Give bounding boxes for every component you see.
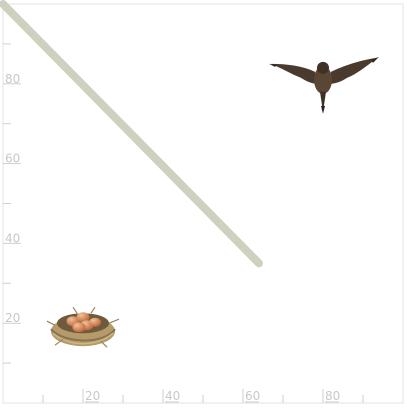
- y-tick-label: 80: [5, 72, 20, 86]
- y-tick-label: 40: [5, 231, 20, 245]
- bird-icon: [269, 56, 379, 114]
- series-layer: [0, 0, 263, 268]
- x-tick-label: 40: [165, 389, 180, 403]
- x-axis: 20 40 60 80: [42, 389, 364, 403]
- x-tick-label: 60: [245, 389, 260, 403]
- nest-with-eggs-icon: [46, 306, 120, 348]
- x-tick-label: 20: [85, 389, 100, 403]
- series-line: [0, 0, 263, 268]
- x-tick-label: 80: [325, 389, 340, 403]
- y-tick-label: 60: [5, 152, 20, 166]
- y-tick-label: 20: [5, 311, 20, 325]
- y-axis: 20 40 60 80: [3, 43, 21, 364]
